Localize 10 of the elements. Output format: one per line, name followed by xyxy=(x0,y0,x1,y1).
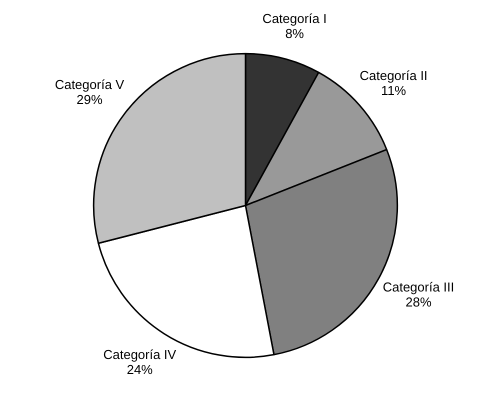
slice-label: Categoría II xyxy=(360,68,428,83)
data-label: 11% xyxy=(381,82,407,98)
slice-label: Categoría IV xyxy=(103,346,177,362)
slice-label: Categoría III xyxy=(382,280,454,295)
data-label: 29% xyxy=(76,92,103,107)
slice-label: Categoría I xyxy=(262,11,327,26)
data-label: 24% xyxy=(126,362,154,377)
data-label: 8% xyxy=(285,26,304,42)
slice-label: Categoría V xyxy=(54,76,125,92)
data-label: 28% xyxy=(405,294,432,310)
